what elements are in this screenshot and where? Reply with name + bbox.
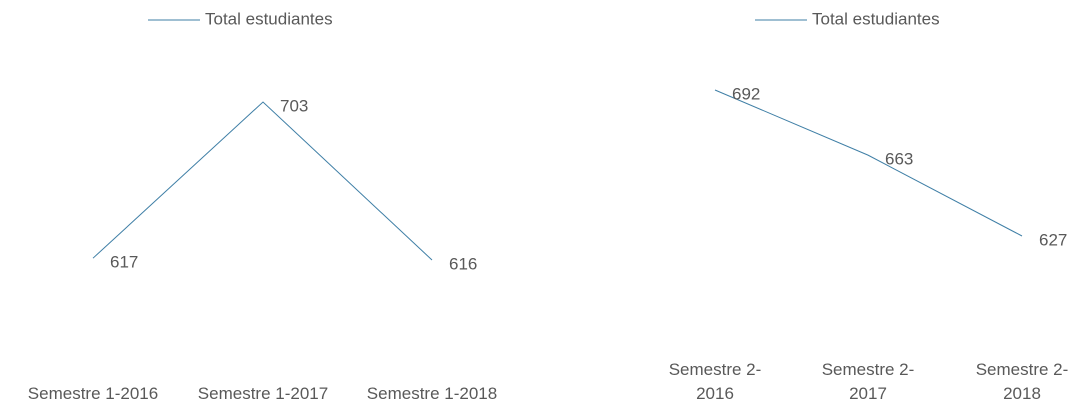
line xyxy=(92,101,433,261)
data-label: 663 xyxy=(885,150,913,169)
x-tick-label: Semestre 2-2016 xyxy=(668,360,762,403)
x-tick-label: Semestre 1-2017 xyxy=(197,384,329,403)
x-tick-label: Semestre 1-2018 xyxy=(366,384,498,403)
data-label: 692 xyxy=(732,84,760,103)
x-tick-label: Semestre 2-2017 xyxy=(821,360,915,403)
line xyxy=(714,89,1023,237)
x-tick-label: Semestre 2-2018 xyxy=(975,360,1069,403)
data-label: 703 xyxy=(280,96,308,115)
x-tick-label: Semestre 1-2016 xyxy=(27,384,159,403)
legend-label: Total estudiantes xyxy=(205,9,333,28)
legend-label: Total estudiantes xyxy=(812,9,940,28)
data-label: 617 xyxy=(110,253,138,272)
data-label: 627 xyxy=(1039,230,1067,249)
data-label: 616 xyxy=(449,254,477,273)
